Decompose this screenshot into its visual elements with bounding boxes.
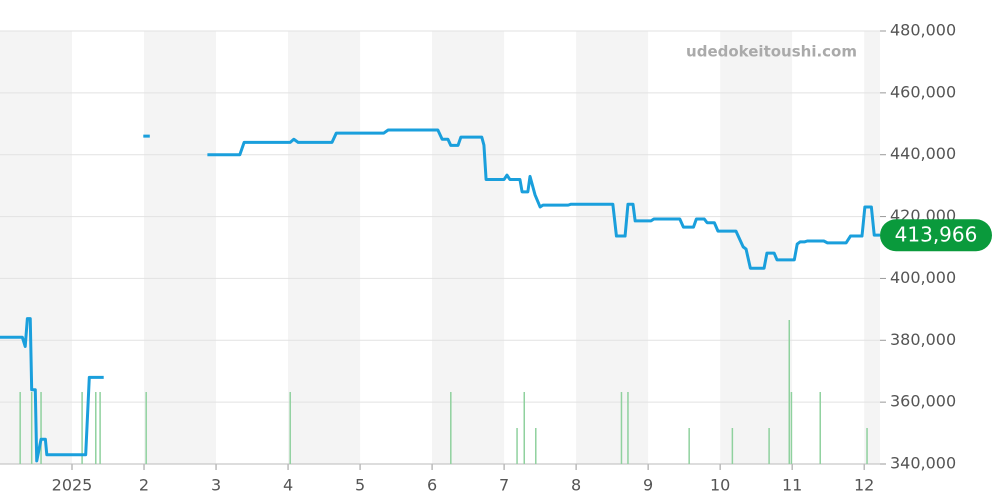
month-band	[144, 31, 217, 464]
y-tick-label: 480,000	[890, 21, 956, 40]
month-band	[864, 31, 880, 464]
x-tick-label: 2025	[52, 476, 93, 495]
month-band	[432, 31, 505, 464]
month-band	[576, 31, 649, 464]
month-band	[720, 31, 793, 464]
x-tick-label: 2	[139, 476, 149, 495]
x-tick-label: 5	[355, 476, 365, 495]
y-tick-label: 400,000	[890, 268, 956, 287]
y-tick-label: 340,000	[890, 454, 956, 473]
watermark: udedokeitoushi.com	[686, 43, 857, 61]
x-tick-label: 4	[283, 476, 293, 495]
x-tick-label: 3	[211, 476, 221, 495]
x-tick-label: 12	[854, 476, 874, 495]
x-tick-label: 9	[643, 476, 653, 495]
current-price-badge	[880, 219, 992, 252]
price-line	[0, 128, 880, 463]
y-tick-label: 380,000	[890, 330, 956, 349]
current-price-label: 413,966	[895, 223, 978, 247]
y-tick-label: 360,000	[890, 392, 956, 411]
x-tick-label: 6	[427, 476, 437, 495]
x-tick-label: 8	[571, 476, 581, 495]
y-tick-label: 440,000	[890, 144, 956, 163]
x-tick-label: 7	[499, 476, 509, 495]
x-tick-label: 11	[782, 476, 802, 495]
y-tick-label: 460,000	[890, 82, 956, 101]
x-tick-label: 10	[710, 476, 730, 495]
month-band	[288, 31, 361, 464]
